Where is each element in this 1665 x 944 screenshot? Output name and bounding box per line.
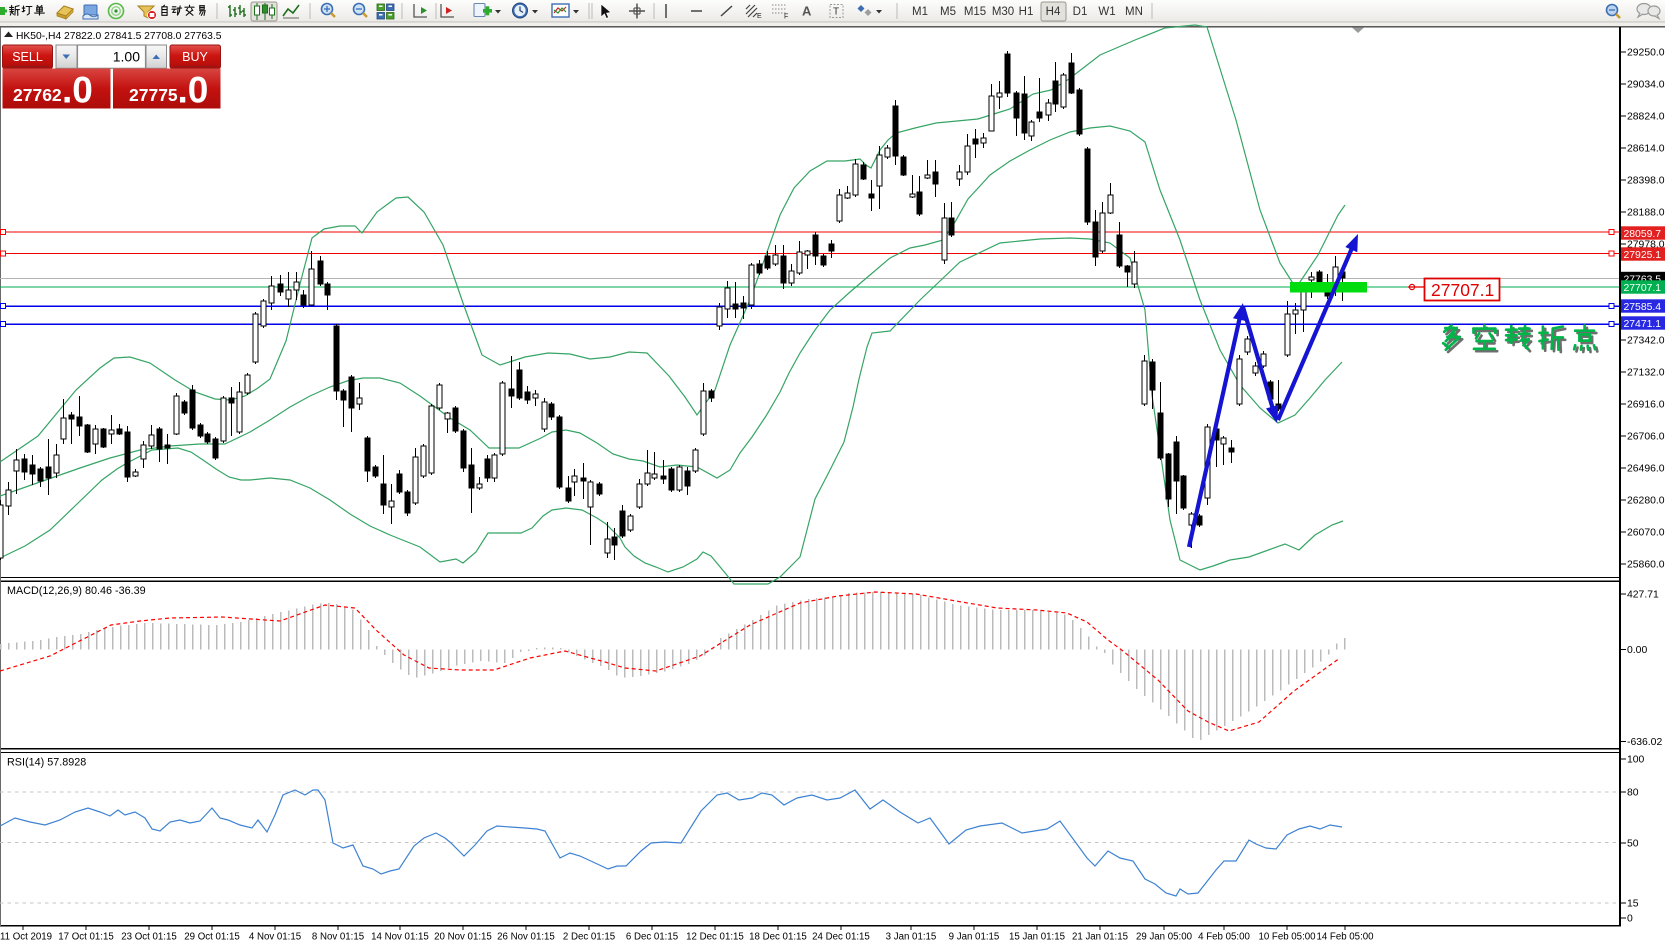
- svg-text:15 Jan 01:15: 15 Jan 01:15: [1009, 932, 1065, 943]
- svg-text:26496.0: 26496.0: [1627, 464, 1665, 475]
- svg-text:12 Dec 01:15: 12 Dec 01:15: [686, 932, 744, 943]
- svg-text:27762: 27762: [13, 85, 62, 105]
- svg-text:D1: D1: [1073, 6, 1088, 18]
- svg-text:21 Jan 01:15: 21 Jan 01:15: [1072, 932, 1128, 943]
- svg-text:2 Dec 01:15: 2 Dec 01:15: [563, 932, 615, 943]
- svg-text:28614.0: 28614.0: [1627, 144, 1665, 155]
- svg-text:50: 50: [1627, 839, 1639, 850]
- svg-text:10 Feb 05:00: 10 Feb 05:00: [1258, 932, 1316, 943]
- svg-text:14 Nov 01:15: 14 Nov 01:15: [371, 932, 429, 943]
- svg-text:3 Jan 01:15: 3 Jan 01:15: [886, 932, 937, 943]
- svg-text:17 Oct 01:15: 17 Oct 01:15: [58, 932, 113, 943]
- svg-text:0: 0: [1627, 914, 1633, 925]
- svg-text:4 Feb 05:00: 4 Feb 05:00: [1198, 932, 1250, 943]
- svg-text:26070.0: 26070.0: [1627, 528, 1665, 539]
- svg-text:28188.0: 28188.0: [1627, 208, 1665, 219]
- svg-text:26706.0: 26706.0: [1627, 432, 1665, 443]
- svg-text:M5: M5: [940, 6, 956, 18]
- svg-text:H4: H4: [1046, 6, 1061, 18]
- svg-text:27132.0: 27132.0: [1627, 368, 1665, 379]
- svg-text:27585.4: 27585.4: [1624, 302, 1662, 313]
- svg-text:18 Dec 01:15: 18 Dec 01:15: [749, 932, 807, 943]
- svg-text:100: 100: [1627, 755, 1645, 766]
- svg-text:HK50-,H4: HK50-,H4: [16, 31, 61, 42]
- svg-text:27925.1: 27925.1: [1624, 250, 1662, 261]
- svg-text:M1: M1: [912, 6, 928, 18]
- svg-text:8 Nov 01:15: 8 Nov 01:15: [312, 932, 364, 943]
- svg-text:27707.1: 27707.1: [1624, 283, 1662, 294]
- svg-text:26280.0: 26280.0: [1627, 496, 1665, 507]
- svg-text:-636.02: -636.02: [1627, 737, 1662, 748]
- svg-text:25860.0: 25860.0: [1627, 560, 1665, 571]
- svg-text:SELL: SELL: [12, 50, 43, 64]
- svg-text:W1: W1: [1098, 6, 1115, 18]
- svg-text:27342.0: 27342.0: [1627, 336, 1665, 347]
- svg-text:A: A: [802, 4, 812, 19]
- svg-text:24 Dec 01:15: 24 Dec 01:15: [812, 932, 870, 943]
- svg-text:9 Jan 01:15: 9 Jan 01:15: [949, 932, 1000, 943]
- svg-text:T: T: [833, 7, 839, 18]
- svg-text:.0: .0: [62, 70, 93, 111]
- svg-text:MACD(12,26,9) 80.46 -36.39: MACD(12,26,9) 80.46 -36.39: [7, 585, 146, 597]
- svg-text:4 Nov 01:15: 4 Nov 01:15: [249, 932, 301, 943]
- svg-text:28398.0: 28398.0: [1627, 176, 1665, 187]
- svg-text:27775: 27775: [129, 85, 178, 105]
- svg-text:27978.0: 27978.0: [1627, 240, 1665, 251]
- svg-text:27707.1: 27707.1: [1431, 280, 1494, 300]
- svg-text:14 Feb 05:00: 14 Feb 05:00: [1316, 932, 1374, 943]
- svg-text:F: F: [784, 14, 788, 21]
- svg-text:23 Oct 01:15: 23 Oct 01:15: [121, 932, 176, 943]
- svg-text:27822.0 27841.5 27708.0 27763.: 27822.0 27841.5 27708.0 27763.5: [64, 31, 222, 42]
- svg-text:29 Jan 05:00: 29 Jan 05:00: [1136, 932, 1193, 943]
- svg-text:H1: H1: [1019, 6, 1034, 18]
- svg-text:1.00: 1.00: [113, 49, 140, 65]
- svg-text:28059.7: 28059.7: [1624, 229, 1662, 240]
- svg-text:27763.5: 27763.5: [1624, 274, 1662, 285]
- svg-text:26 Nov 01:15: 26 Nov 01:15: [497, 932, 555, 943]
- svg-text:26916.0: 26916.0: [1627, 400, 1665, 411]
- svg-text:M30: M30: [992, 6, 1014, 18]
- svg-text:BUY: BUY: [182, 50, 208, 64]
- svg-text:M15: M15: [964, 6, 986, 18]
- svg-text:427.71: 427.71: [1627, 590, 1659, 601]
- svg-text:11 Oct 2019: 11 Oct 2019: [0, 932, 52, 943]
- svg-text:RSI(14) 57.8928: RSI(14) 57.8928: [7, 757, 86, 769]
- svg-text:MN: MN: [1125, 6, 1143, 18]
- svg-text:.0: .0: [178, 70, 209, 111]
- svg-text:15: 15: [1627, 899, 1639, 910]
- svg-text:0.00: 0.00: [1627, 645, 1647, 656]
- svg-text:80: 80: [1627, 788, 1639, 799]
- svg-text:29250.0: 29250.0: [1627, 48, 1665, 59]
- svg-text:20 Nov 01:15: 20 Nov 01:15: [434, 932, 492, 943]
- svg-text:28824.0: 28824.0: [1627, 112, 1665, 123]
- svg-text:27471.1: 27471.1: [1624, 319, 1662, 330]
- svg-text:6 Dec 01:15: 6 Dec 01:15: [626, 932, 678, 943]
- svg-text:29034.0: 29034.0: [1627, 80, 1665, 91]
- svg-text:E: E: [757, 13, 762, 20]
- svg-text:29 Oct 01:15: 29 Oct 01:15: [184, 932, 239, 943]
